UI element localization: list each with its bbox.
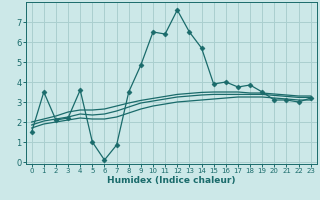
X-axis label: Humidex (Indice chaleur): Humidex (Indice chaleur) xyxy=(107,176,236,185)
